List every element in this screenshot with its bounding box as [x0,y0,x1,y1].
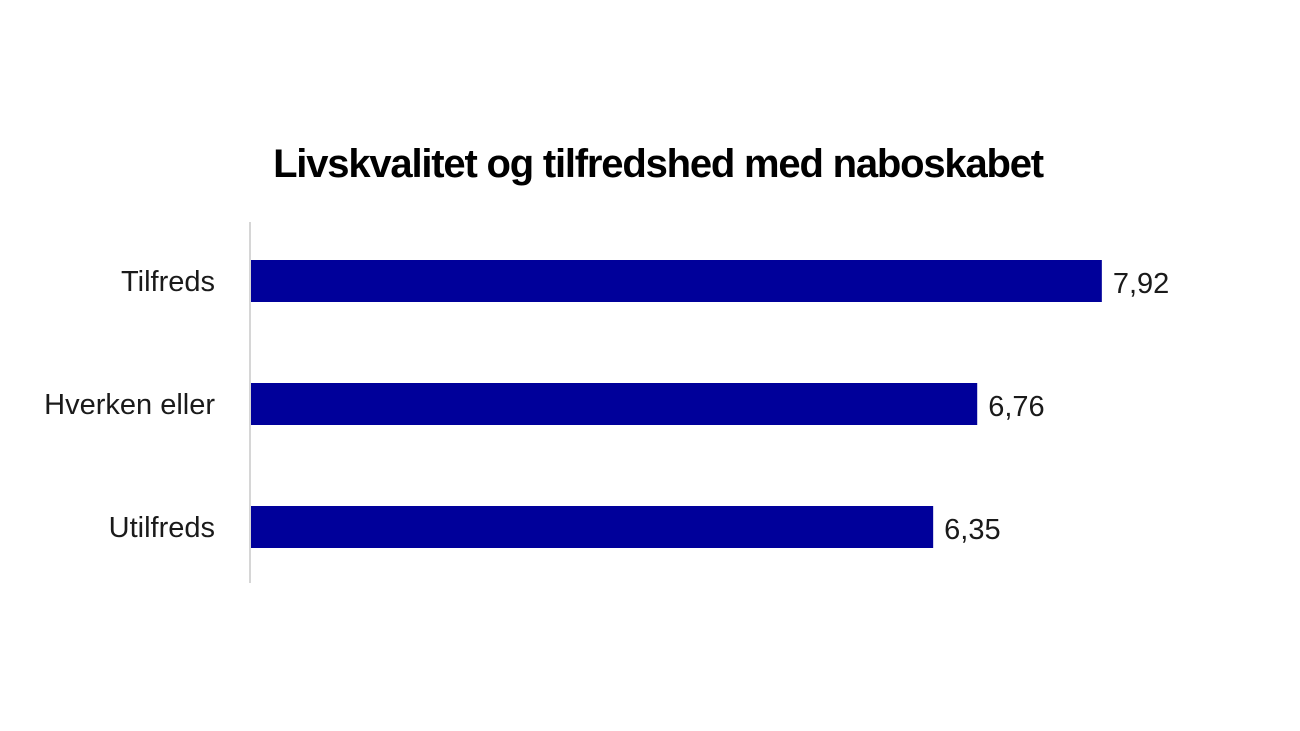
category-label: Hverken eller [44,389,215,421]
category-label: Tilfreds [121,266,215,298]
bar-hverken-eller [251,383,978,425]
bar-tilfreds [251,260,1102,302]
bar-utilfreds [251,506,934,548]
value-labels: 7,92 6,76 6,35 [944,268,1169,546]
category-label: Utilfreds [109,512,215,544]
value-label: 6,76 [988,391,1044,423]
value-label: 6,35 [944,514,1000,546]
chart-title: Livskvalitet og tilfredshed med naboskab… [273,142,1044,186]
bars-layer [251,260,1102,548]
category-labels: Tilfreds Hverken eller Utilfreds [44,266,215,544]
value-label: 7,92 [1113,268,1169,300]
